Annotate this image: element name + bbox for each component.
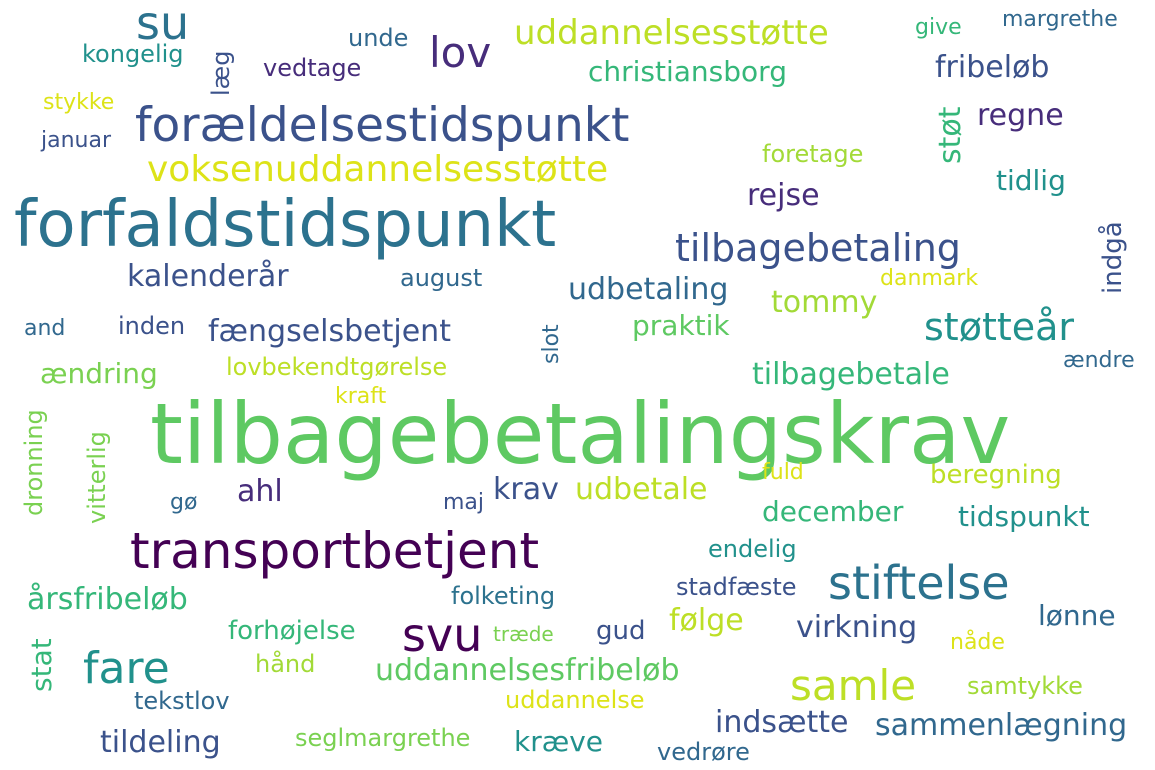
word-and: and — [24, 316, 66, 341]
word-uddannelse: uddannelse — [505, 686, 645, 714]
word-tildeling: tildeling — [100, 725, 221, 760]
word-ahl: ahl — [237, 474, 283, 509]
word-foraeldelsestidspunkt: forældelsestidspunkt — [135, 98, 630, 153]
word-transportbetjent: transportbetjent — [130, 522, 540, 580]
word-fare: fare — [83, 643, 170, 694]
word-svu: svu — [402, 608, 483, 662]
word-stottear: støtteår — [924, 305, 1075, 349]
word-august: august — [400, 264, 483, 292]
word-vedtage: vedtage — [263, 54, 362, 82]
word-give: give — [915, 15, 962, 40]
word-uddannelsesfribelob: uddannelsesfribeløb — [375, 653, 680, 688]
word-stiftelse: stiftelse — [828, 556, 1010, 610]
word-arsfribelob: årsfribeløb — [27, 582, 188, 617]
word-kraeve: kræve — [514, 725, 604, 758]
word-uddannelsesstotte: uddannelsesstøtte — [514, 13, 829, 53]
word-stadfaeste: stadfæste — [676, 573, 797, 601]
word-hand: hånd — [255, 650, 316, 678]
word-udbetale: udbetale — [575, 472, 708, 507]
word-go: gø — [170, 490, 198, 515]
word-seglmargrethe: seglmargrethe — [295, 724, 471, 752]
word-tilbagebetalingskrav: tilbagebetalingskrav — [150, 385, 1011, 483]
word-endelig: endelig — [708, 535, 797, 563]
word-dronning: dronning — [20, 409, 48, 516]
word-virkning: virkning — [796, 610, 918, 645]
word-forhojelse: forhøjelse — [228, 616, 356, 646]
word-fuld: fuld — [762, 460, 804, 485]
word-aendre: ændre — [1063, 348, 1135, 373]
word-su: su — [136, 0, 190, 50]
word-tilbagebetale: tilbagebetale — [752, 357, 950, 392]
word-kongelig: kongelig — [82, 40, 184, 68]
word-tilbagebetaling: tilbagebetaling — [675, 226, 961, 270]
word-nade: nåde — [950, 630, 1005, 655]
word-tidlig: tidlig — [996, 164, 1066, 197]
word-foretage: foretage — [762, 140, 864, 168]
word-praktik: praktik — [632, 309, 730, 342]
word-lovbekendtgorelse: lovbekendtgørelse — [226, 353, 448, 381]
word-gud: gud — [596, 616, 646, 646]
word-tekstlov: tekstlov — [134, 687, 230, 715]
word-kraft: kraft — [335, 384, 387, 409]
word-lonne: lønne — [1038, 599, 1116, 632]
word-udbetaling: udbetaling — [568, 272, 729, 307]
word-indga: indgå — [1098, 221, 1128, 294]
word-slot: slot — [539, 324, 564, 364]
word-folge: følge — [669, 603, 744, 638]
word-vedrore: vedrøre — [657, 738, 750, 766]
word-faengselsbetjent: fængselsbetjent — [208, 314, 451, 349]
word-maj: maj — [443, 490, 485, 515]
word-folketing: folketing — [451, 582, 556, 610]
word-stot: støt — [933, 106, 968, 164]
word-tidspunkt: tidspunkt — [958, 500, 1090, 533]
word-regne: regne — [977, 98, 1064, 133]
word-tommy: tommy — [771, 285, 878, 320]
word-december: december — [762, 495, 904, 528]
word-danmark: danmark — [880, 266, 979, 291]
word-vitterlig: vitterlig — [83, 431, 111, 524]
word-fribelob: fribeløb — [935, 50, 1050, 85]
word-beregning: beregning — [930, 460, 1062, 490]
word-lov: lov — [429, 28, 492, 77]
word-sammenlaegning: sammenlægning — [875, 708, 1128, 743]
word-kalenderar: kalenderår — [127, 259, 289, 294]
word-laeg: læg — [207, 50, 235, 96]
word-unde: unde — [348, 24, 409, 52]
word-indsaette: indsætte — [715, 705, 849, 740]
word-rejse: rejse — [747, 178, 820, 213]
word-stat: stat — [25, 638, 58, 692]
word-margrethe: margrethe — [1002, 7, 1118, 32]
word-samle: samle — [790, 661, 917, 710]
word-aendring: ændring — [40, 357, 158, 390]
word-krav: krav — [493, 472, 559, 507]
word-inden: inden — [118, 312, 186, 340]
word-januar: januar — [41, 128, 112, 153]
word-samtykke: samtykke — [967, 672, 1083, 700]
word-forfaldstidspunkt: forfaldstidspunkt — [14, 188, 557, 262]
word-stykke: stykke — [43, 90, 115, 115]
word-christiansborg: christiansborg — [588, 55, 787, 88]
word-voksenuddannelsesstotte: voksenuddannelsesstøtte — [147, 149, 609, 190]
word-traede: træde — [493, 622, 554, 646]
